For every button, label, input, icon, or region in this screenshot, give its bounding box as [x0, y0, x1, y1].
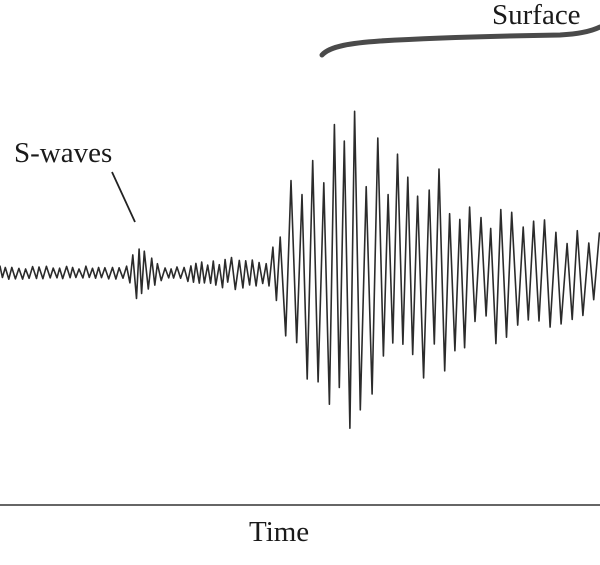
- s-waves-leader-line: [111, 171, 136, 223]
- surface-label: Surface: [492, 0, 581, 31]
- surface-bracket: [319, 24, 600, 58]
- time-axis-label: Time: [249, 516, 309, 548]
- s-waves-label: S-waves: [14, 137, 112, 169]
- seismogram-trace: [0, 110, 600, 430]
